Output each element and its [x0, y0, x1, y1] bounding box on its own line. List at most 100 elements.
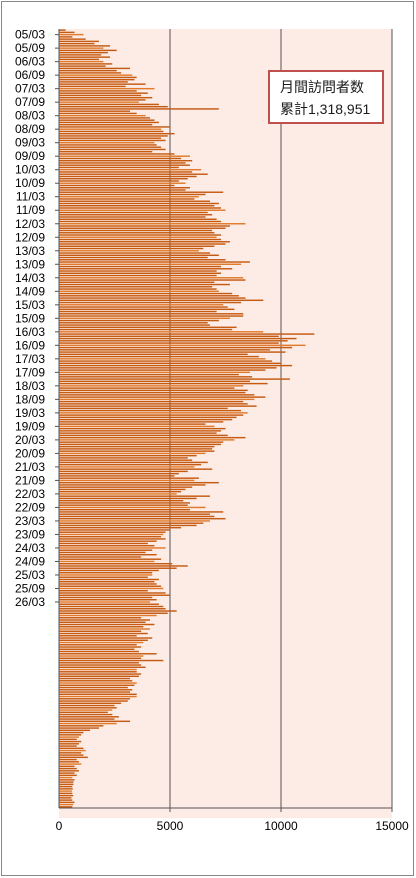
bar — [59, 693, 137, 696]
bar — [59, 175, 197, 178]
bar — [59, 261, 250, 263]
bar — [59, 130, 164, 133]
bar — [59, 367, 277, 369]
y-tick-label: 12/09 — [15, 230, 45, 244]
bar — [59, 583, 157, 585]
bar — [59, 745, 77, 747]
bar — [59, 605, 164, 608]
bar — [59, 394, 255, 396]
bar — [59, 168, 202, 171]
bar — [59, 382, 268, 385]
bar — [59, 617, 142, 619]
bar — [59, 346, 293, 349]
y-tick-label: 20/03 — [15, 433, 45, 447]
y-tick-label: 21/09 — [15, 473, 45, 487]
bar — [59, 337, 297, 340]
bar — [59, 479, 195, 482]
bar — [59, 790, 72, 792]
bar — [59, 263, 242, 265]
bar — [59, 173, 208, 175]
bar — [59, 457, 188, 459]
bar — [59, 270, 217, 272]
bar — [59, 83, 146, 85]
bar — [59, 533, 164, 536]
bar — [59, 407, 228, 410]
bar — [59, 682, 137, 684]
y-tick-label: 12/03 — [15, 217, 45, 231]
bar — [59, 783, 74, 786]
bar — [59, 646, 142, 648]
bar — [59, 761, 79, 763]
bar — [59, 736, 79, 738]
bar — [59, 121, 159, 124]
bar — [59, 734, 82, 736]
bar — [59, 623, 155, 626]
bar — [59, 403, 248, 405]
bar — [59, 799, 73, 801]
bar — [59, 526, 182, 529]
bar — [59, 238, 222, 241]
bar — [59, 803, 74, 806]
bar — [59, 434, 228, 437]
bar — [59, 418, 233, 421]
bar — [59, 81, 128, 83]
bar — [59, 560, 155, 563]
bar — [59, 252, 210, 254]
bar — [59, 425, 215, 428]
y-tick-label: 23/03 — [15, 514, 45, 528]
bar — [59, 234, 222, 236]
bar — [59, 720, 131, 723]
bar — [59, 524, 197, 527]
y-tick-label: 18/09 — [15, 392, 45, 406]
bar — [59, 797, 72, 799]
bar — [59, 445, 215, 448]
bar — [59, 585, 162, 587]
bar — [59, 78, 135, 81]
bar — [59, 430, 222, 432]
bar — [59, 466, 195, 468]
bar — [59, 776, 73, 779]
bar — [59, 657, 142, 659]
bar — [59, 166, 179, 169]
bar — [59, 256, 208, 259]
bar — [59, 123, 153, 126]
y-tick-label: 09/03 — [15, 136, 45, 150]
bar — [59, 67, 131, 70]
y-tick-label: 05/03 — [15, 28, 45, 42]
bar — [59, 414, 244, 416]
bar — [59, 522, 204, 524]
bar — [59, 157, 182, 160]
bar — [59, 180, 179, 182]
bar — [59, 664, 142, 666]
bar — [59, 508, 190, 511]
bar — [59, 328, 233, 331]
bar — [59, 608, 166, 610]
bar — [59, 198, 195, 200]
bar — [59, 146, 162, 148]
bar — [59, 144, 157, 146]
bar — [59, 164, 190, 166]
bar — [59, 641, 144, 644]
bar — [59, 794, 74, 797]
bar — [59, 416, 237, 419]
bar — [59, 317, 230, 320]
bar — [59, 427, 226, 430]
bar — [59, 114, 146, 117]
bar — [59, 785, 73, 788]
bar — [59, 655, 144, 657]
y-tick-label: 06/09 — [15, 68, 45, 82]
bar — [59, 353, 248, 356]
bar — [59, 148, 166, 151]
bar — [59, 72, 122, 74]
bar — [59, 565, 188, 567]
bar — [59, 112, 137, 115]
bar — [59, 150, 153, 153]
bar — [59, 472, 179, 475]
visitor-count-annotation: 月間訪問者数 累計1,318,951 — [268, 70, 384, 124]
bar — [59, 137, 162, 139]
bar — [59, 207, 222, 209]
bar — [59, 214, 213, 216]
bar — [59, 202, 219, 205]
bar — [59, 454, 197, 457]
bar — [59, 159, 193, 162]
